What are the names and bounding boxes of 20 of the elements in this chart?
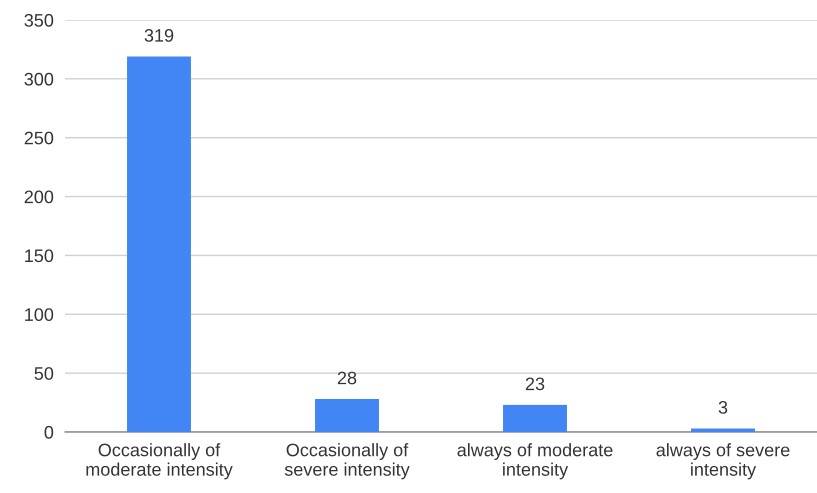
x-tick-label: Occasionally of severe intensity (284, 443, 410, 480)
y-tick-label: 350 (24, 14, 54, 27)
y-tick-label: 300 (24, 72, 54, 86)
y-tick-label: 250 (24, 132, 54, 144)
data-label: 23 (526, 377, 544, 390)
data-label: 28 (338, 372, 356, 384)
y-tick-label: 200 (24, 190, 54, 204)
y-tick-label: 150 (25, 249, 54, 262)
data-label: 3 (718, 401, 728, 414)
y-tick-label: 0 (44, 426, 54, 439)
y-tick-label: 100 (25, 308, 54, 322)
bar (503, 404, 567, 432)
bar (691, 428, 755, 432)
data-label: 319 (144, 29, 174, 42)
bar (315, 399, 379, 432)
x-tick-label: Occasionally of moderate intensity (86, 443, 233, 480)
x-tick-label: always of moderate intensity (457, 443, 612, 480)
y-tick-label: 50 (34, 367, 54, 380)
bar (127, 56, 191, 432)
x-tick-label: always of severe intensity (656, 443, 790, 480)
